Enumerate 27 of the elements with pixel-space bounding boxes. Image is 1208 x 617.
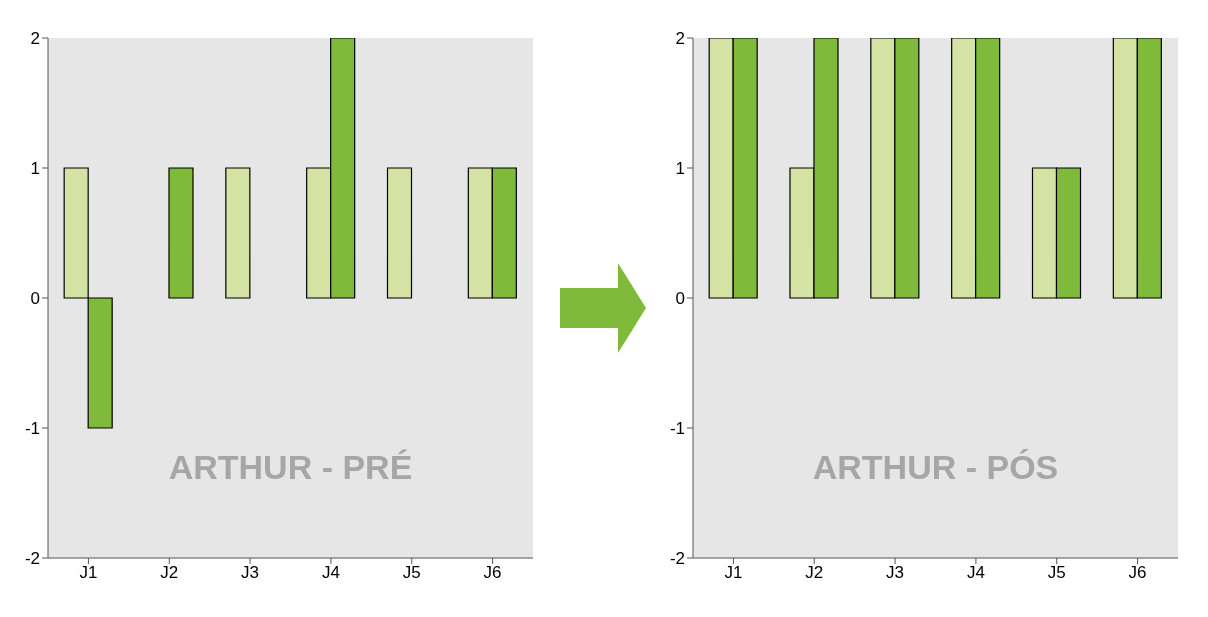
bar xyxy=(386,167,413,299)
x-tick-label: J1 xyxy=(724,563,743,583)
x-tick-label: J4 xyxy=(321,563,340,583)
x-tick-label: J4 xyxy=(966,563,985,583)
x-tick-label: J3 xyxy=(241,563,260,583)
x-tick-label: J5 xyxy=(1047,563,1066,583)
y-tick-label: -2 xyxy=(669,549,685,569)
x-tick-label: J2 xyxy=(160,563,179,583)
y-tick-label: 2 xyxy=(675,29,685,49)
y-tick-label: 1 xyxy=(30,159,40,179)
y-tick-label: 1 xyxy=(675,159,685,179)
x-tick-label: J1 xyxy=(79,563,98,583)
x-tick-label: J2 xyxy=(805,563,824,583)
x-tick-label: J5 xyxy=(402,563,421,583)
bar xyxy=(168,167,194,299)
y-tick-label: 0 xyxy=(30,289,40,309)
annotation: ARTHUR - PÓS xyxy=(811,448,1060,487)
x-tick-label: J3 xyxy=(886,563,905,583)
bar xyxy=(225,167,251,299)
y-tick-label: -1 xyxy=(669,419,685,439)
annotation: ARTHUR - PRÉ xyxy=(167,448,414,487)
y-tick-label: 2 xyxy=(30,29,40,49)
x-tick-label: J6 xyxy=(483,563,502,583)
x-tick-label: J6 xyxy=(1128,563,1147,583)
y-tick-label: -1 xyxy=(24,419,40,439)
y-tick-label: 0 xyxy=(675,289,685,309)
y-tick-label: -2 xyxy=(24,549,40,569)
